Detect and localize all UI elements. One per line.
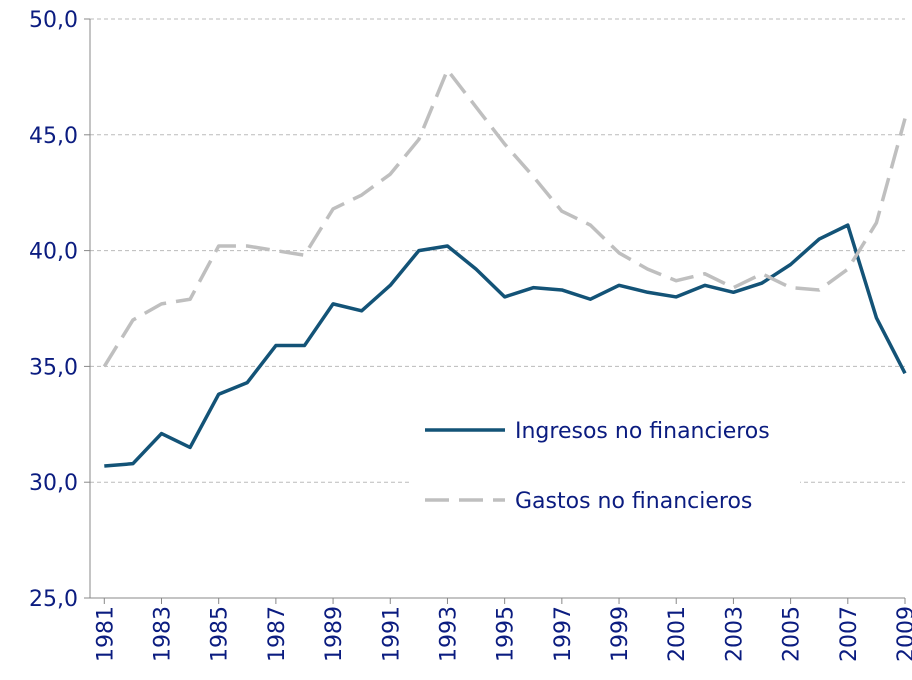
y-tick-label: 45,0 [29,124,78,149]
legend-box [410,395,800,545]
x-tick-label: 1985 [208,606,233,662]
x-tick-label: 2009 [894,606,912,662]
x-tick-label: 2007 [837,606,862,662]
y-tick-label: 50,0 [29,8,78,33]
y-tick-label: 40,0 [29,240,78,265]
x-tick-label: 2001 [665,606,690,662]
x-tick-label: 1993 [436,606,461,662]
x-tick-label: 1989 [322,606,347,662]
x-tick-label: 1997 [551,606,576,662]
x-tick-label: 1999 [608,606,633,662]
x-tick-label: 1995 [494,606,519,662]
x-tick-label: 1983 [150,606,175,662]
x-tick-label: 2005 [780,606,805,662]
x-tick-label: 2003 [722,606,747,662]
x-tick-label: 1991 [379,606,404,662]
series-line [102,68,907,368]
x-tick-label: 1981 [93,606,118,662]
x-tick-label: 1987 [265,606,290,662]
legend-label: Ingresos no financieros [515,419,770,444]
y-tick-label: 30,0 [29,471,78,496]
y-tick-label: 25,0 [29,587,78,612]
legend-label: Gastos no financieros [515,489,752,514]
y-tick-label: 35,0 [29,355,78,380]
